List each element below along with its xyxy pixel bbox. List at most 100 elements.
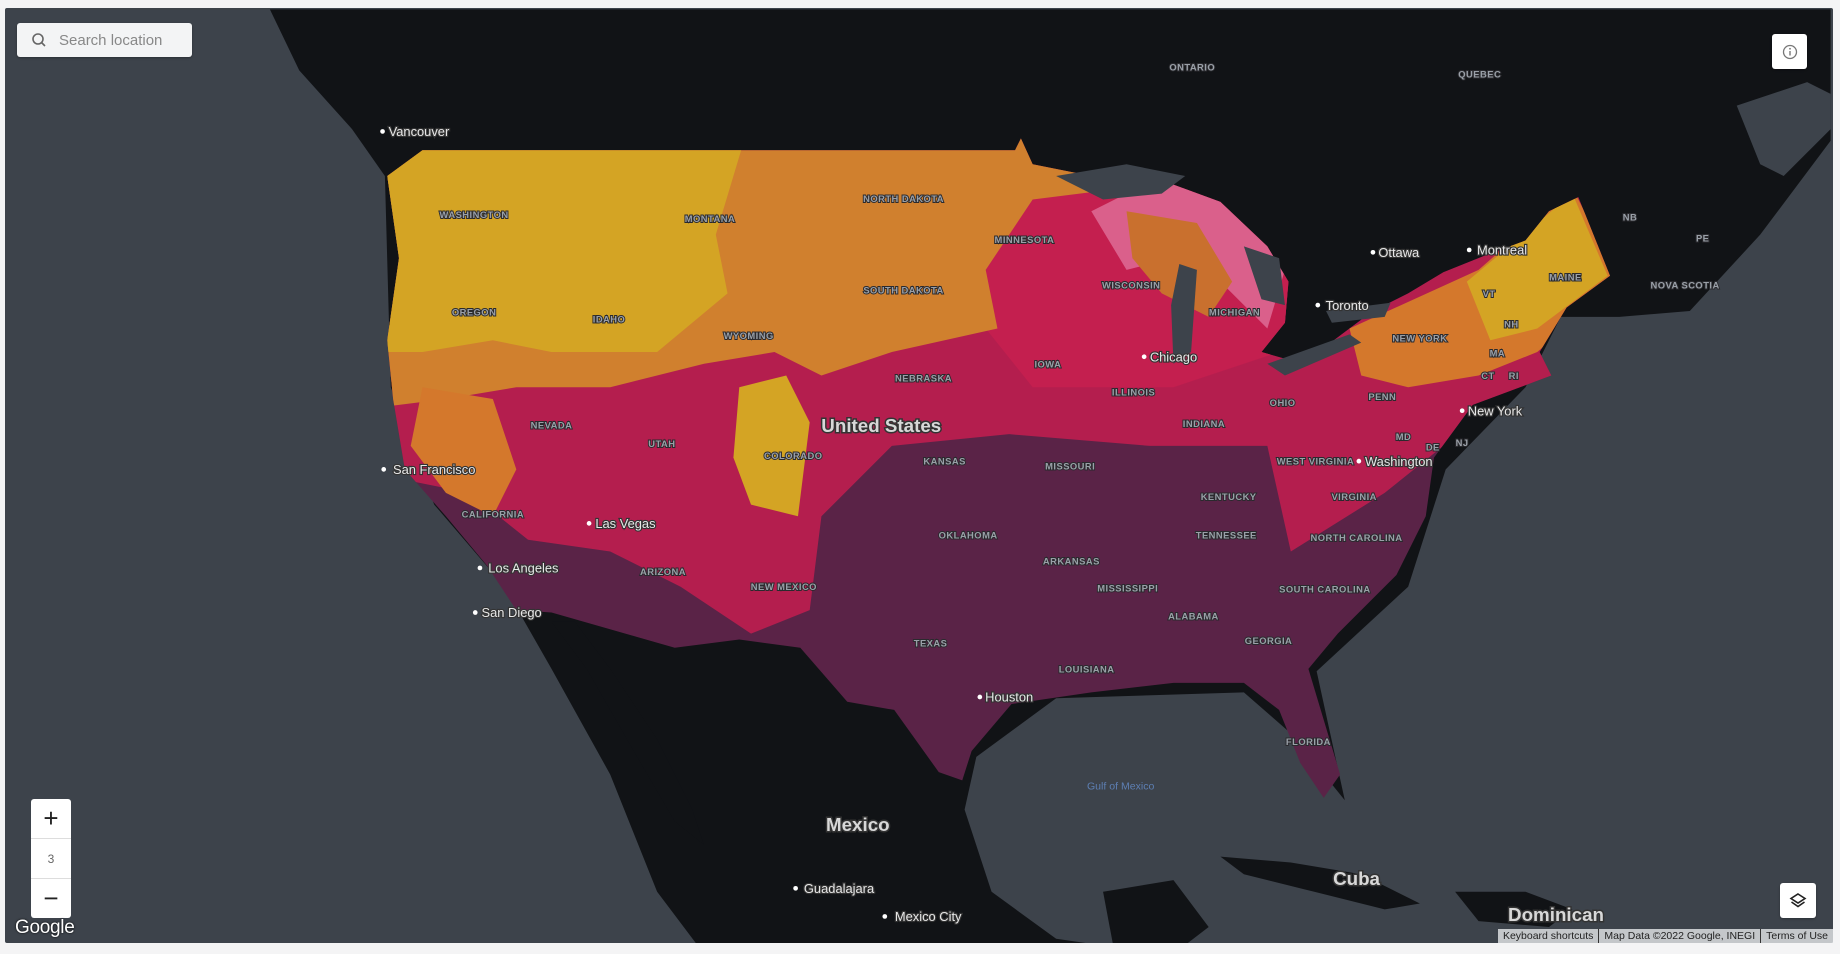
city-label: Las Vegas [595,516,655,531]
city-label: Mexico City [895,909,962,924]
region-label: WEST VIRGINIA [1277,457,1354,467]
region-label: WYOMING [724,331,774,341]
city-marker-icon [1315,302,1321,308]
keyboard-shortcuts-link[interactable]: Keyboard shortcuts [1497,929,1599,943]
layers-icon [1789,892,1807,907]
great-lakes [1056,164,1391,376]
city-marker-icon [380,129,385,134]
city-marker-icon [1459,408,1465,414]
zoom-level: 3 [31,838,71,879]
region-label: OKLAHOMA [939,531,998,541]
city-marker-icon [882,914,888,919]
city-label: Houston [985,690,1033,705]
region-label: INDIANA [1183,419,1225,429]
city-marker-icon [477,565,483,571]
region-label: OREGON [452,308,497,318]
terms-link[interactable]: Terms of Use [1760,929,1833,943]
search-box[interactable] [17,23,192,57]
region-label: COLORADO [764,451,822,461]
map-canvas[interactable]: United States Mexico Cuba Dominican Gulf of … [5,8,1833,943]
region-label: KENTUCKY [1201,492,1257,502]
region-label: VT [1483,289,1496,299]
region-label: TEXAS [914,639,948,649]
city-marker-icon [1370,249,1376,255]
region-label: LOUISIANA [1059,664,1115,674]
city-label: Guadalajara [804,881,875,896]
region-label: ARIZONA [640,567,686,577]
region-label: PE [1696,234,1709,244]
city-label: San Francisco [393,462,475,477]
region-label: IDAHO [593,315,626,325]
city-marker-icon [1141,354,1147,360]
city-label: Los Angeles [488,561,558,576]
layers-button[interactable] [1780,883,1816,918]
map-data-text: Map Data ©2022 Google, INEGI [1598,929,1761,943]
region-label: MICHIGAN [1209,308,1260,318]
map-svg[interactable]: United States Mexico Cuba Dominican Gulf of … [5,8,1833,943]
region-label: ALABAMA [1168,612,1219,622]
region-label: NEW YORK [1392,333,1447,343]
info-icon [1782,44,1797,59]
city-marker-icon [1356,458,1362,464]
region-label: KANSAS [923,457,965,467]
city-label: San Diego [482,605,542,620]
country-label: United States [821,415,941,436]
city-marker-icon [381,467,387,472]
region-label: MA [1490,349,1506,359]
search-icon [32,33,46,47]
city-marker-icon [586,521,592,526]
region-label: NORTH CAROLINA [1311,533,1403,543]
city-label: Montreal [1477,243,1527,258]
region-label: IOWA [1034,359,1061,369]
region-label: ILLINOIS [1112,387,1155,397]
region-label: PENN [1368,392,1396,402]
city-label: Toronto [1326,298,1369,313]
region-label: UTAH [648,439,675,449]
search-input[interactable] [57,30,181,50]
region-label: NORTH DAKOTA [863,194,944,204]
city-label: Chicago [1150,349,1197,364]
city-label: Washington [1365,454,1433,469]
map-labels: United States Mexico Cuba Dominican Gulf of … [380,61,1720,927]
region-label: NEBRASKA [895,373,952,383]
region-label: VIRGINIA [1331,492,1376,502]
region-label: NEW MEXICO [751,582,817,592]
region-label: FLORIDA [1286,737,1331,747]
region-label: RI [1509,371,1519,381]
country-label: Mexico [826,814,890,835]
city-label: Ottawa [1378,245,1420,260]
water-label: Gulf of Mexico [1087,781,1155,793]
region-label: MAINE [1549,272,1582,282]
region-label: CALIFORNIA [462,509,525,519]
region-label: MONTANA [685,214,736,224]
region-label: CT [1481,371,1494,381]
region-label: SOUTH DAKOTA [863,285,943,295]
region-label: TENNESSEE [1196,531,1257,541]
region-label: NB [1623,213,1637,223]
google-logo[interactable]: Google [15,917,75,938]
region-label: ONTARIO [1169,62,1215,72]
zoom-out-button[interactable]: − [43,883,59,913]
zoom-in-button[interactable]: + [43,803,59,833]
region-label: MISSISSIPPI [1097,583,1158,593]
city-marker-icon [793,885,798,891]
zoom-control: + 3 − [31,799,71,918]
region-label: MISSOURI [1045,461,1095,471]
city-marker-icon [1466,247,1472,253]
region-label: NEVADA [531,420,573,430]
region-label: NH [1504,319,1518,329]
region-label: GEORGIA [1245,636,1293,646]
region-label: OHIO [1270,398,1296,408]
region-label: DE [1426,443,1440,453]
city-marker-icon [977,694,983,700]
region-label: WASHINGTON [440,210,509,220]
city-marker-icon [472,610,478,615]
country-label: Cuba [1333,868,1380,889]
info-button[interactable] [1772,34,1807,69]
region-label: SOUTH CAROLINA [1279,585,1370,595]
city-label: Vancouver [389,124,450,139]
region-label: MINNESOTA [995,235,1055,245]
region-label: NOVA SCOTIA [1650,281,1719,291]
attribution-bar: Keyboard shortcuts Map Data ©2022 Google… [1497,929,1833,943]
region-label: QUEBEC [1458,69,1501,79]
